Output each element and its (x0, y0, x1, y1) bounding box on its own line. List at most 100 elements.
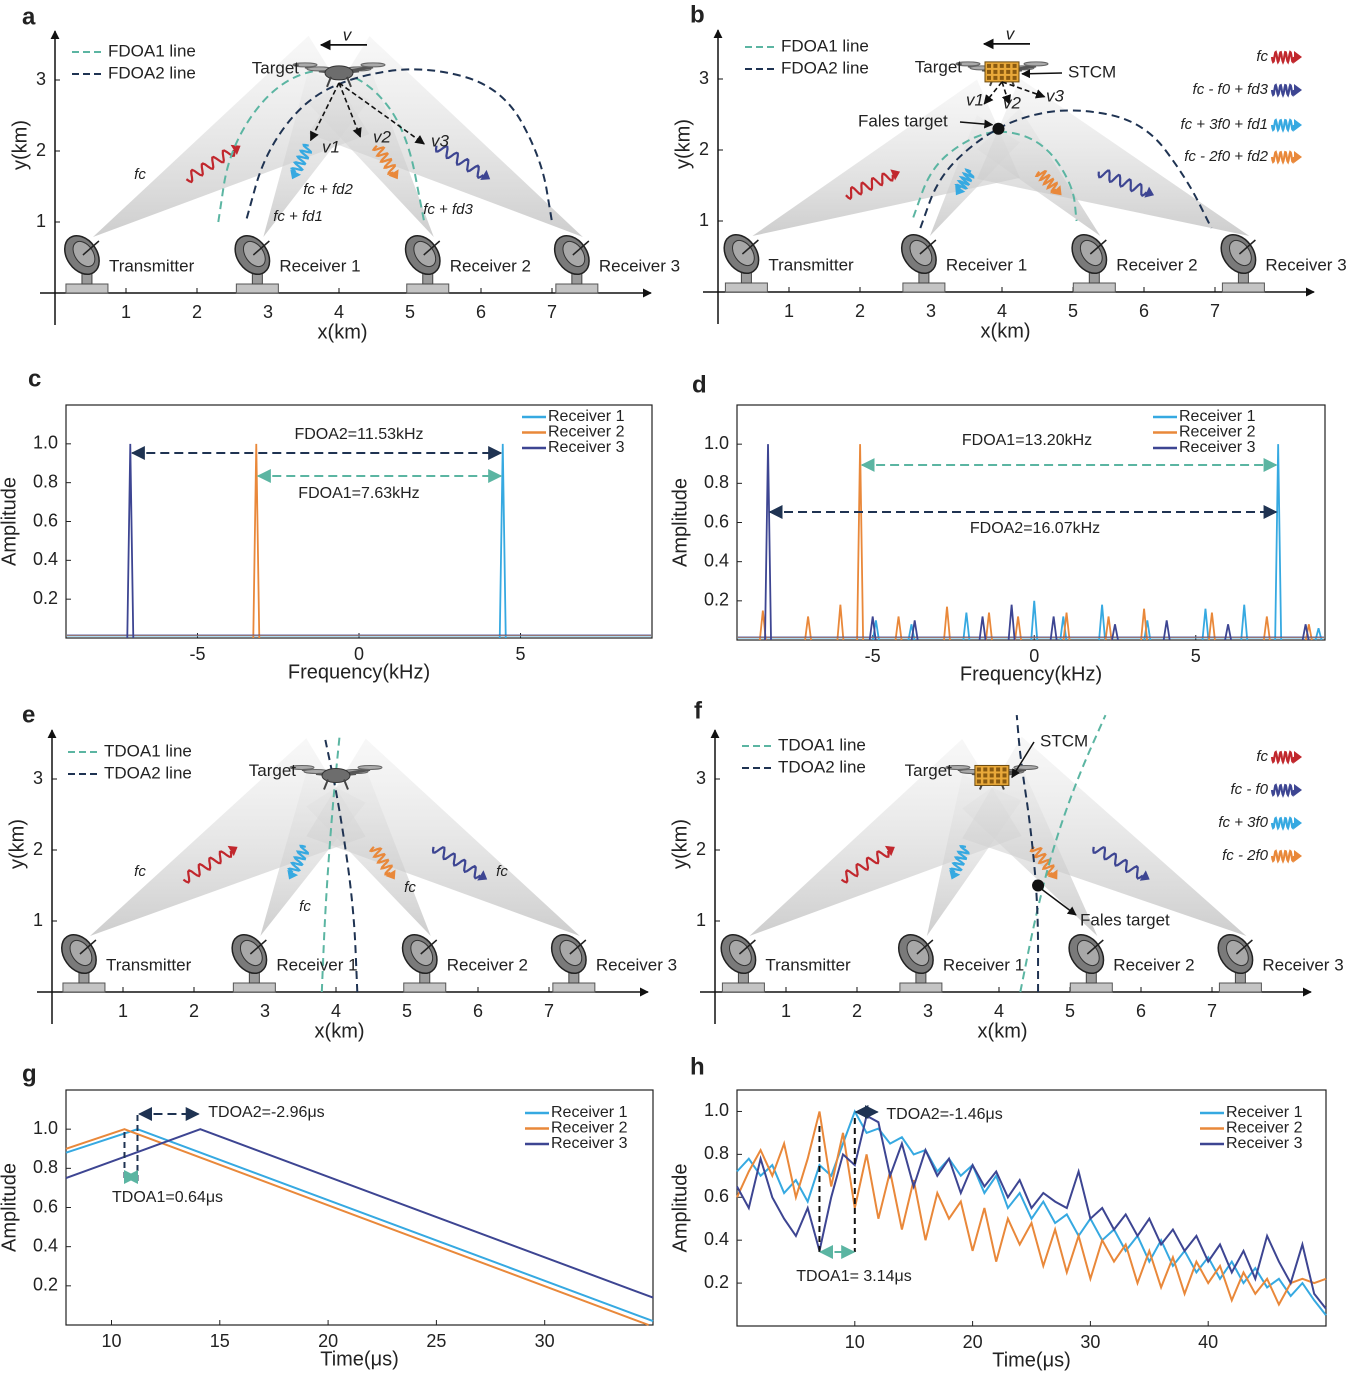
spectral-peak (764, 444, 772, 641)
signal-arrowhead (1047, 869, 1058, 880)
y-tick-label: 0.2 (704, 590, 729, 610)
signal (431, 846, 488, 881)
station-label: Receiver 2 (450, 256, 531, 275)
velocity-component-label: v1 (322, 137, 340, 156)
signal (954, 168, 975, 196)
signal (182, 845, 238, 884)
signal (185, 144, 241, 184)
y-tick-label: 0.8 (704, 1143, 729, 1163)
x-tick-label: 2 (852, 1001, 862, 1021)
false-target-dot (992, 122, 1005, 135)
signal (290, 143, 312, 180)
signal-wave (954, 168, 975, 190)
antenna-base (62, 982, 106, 993)
fdoa2-curve (245, 68, 553, 223)
x-tick-label: 1 (118, 1001, 128, 1021)
spectral-peak (1049, 616, 1058, 641)
false-target-label: Fales target (1080, 910, 1170, 929)
legend-label: Receiver 2 (551, 1120, 628, 1137)
y-tick-label: 0.4 (33, 1235, 58, 1255)
fdoa1-curve (217, 69, 426, 223)
station-label: Receiver 2 (447, 955, 528, 974)
legend-label: Receiver 3 (548, 439, 625, 456)
antenna-icon (897, 934, 943, 993)
signal-wave (1034, 170, 1058, 194)
drone-rotor (289, 764, 315, 770)
stcm-cell (987, 63, 991, 68)
x-tick-label: 4 (334, 302, 344, 322)
signal (1092, 846, 1150, 881)
signal-key-wave (1270, 150, 1302, 165)
x-tick-label: 1 (784, 301, 794, 321)
station-label: Receiver 3 (1265, 255, 1346, 274)
y-tick-label: 2 (36, 140, 46, 160)
station-label: Transmitter (109, 256, 195, 275)
signal-key-label: fc - f0 + fd3 (1193, 81, 1269, 98)
target-label: Target (915, 57, 963, 76)
target-label: Target (249, 761, 297, 780)
x-tick-label: 10 (101, 1331, 121, 1351)
signal-wave (1097, 169, 1148, 197)
legend-label: Receiver 2 (1226, 1120, 1303, 1137)
panel-label: b (690, 1, 705, 28)
x-tick-label: 7 (1210, 301, 1220, 321)
x-tick-label: -5 (865, 646, 881, 666)
stcm-cell (976, 779, 981, 784)
stcm-cell (983, 773, 988, 778)
velocity-component-label: v1 (966, 90, 984, 109)
antenna-icon (60, 934, 106, 993)
signal-wave (1270, 816, 1296, 831)
spectral-peak (856, 444, 864, 641)
x-tick-label: 3 (923, 1001, 933, 1021)
stcm-cell (976, 767, 981, 772)
signal-wave (368, 846, 393, 876)
station-label: Receiver 1 (943, 955, 1024, 974)
x-tick-label: 15 (210, 1331, 230, 1351)
legend-label: Receiver 3 (551, 1135, 628, 1152)
stcm-label: STCM (1040, 731, 1088, 750)
signal-wave (948, 845, 970, 874)
drone-leg (346, 76, 352, 88)
y-tick-label: 0.2 (33, 1275, 58, 1295)
signal-arrowhead (949, 869, 961, 880)
x-tick-label: 3 (926, 301, 936, 321)
signal-key-wave (1270, 849, 1302, 864)
beam (306, 738, 580, 936)
x-axis-label: x(km) (318, 321, 368, 343)
stcm-cell (1006, 75, 1011, 80)
signal-wave (182, 850, 233, 884)
signal-arrowhead (1294, 84, 1302, 96)
spectral-peak (978, 616, 987, 641)
stcm-cell (1006, 63, 1011, 68)
legend-label: Receiver 3 (1226, 1135, 1303, 1152)
y-tick-label: 3 (699, 68, 709, 88)
stcm-cell (996, 767, 1001, 772)
beam (976, 78, 1250, 236)
station-label: Receiver 2 (1116, 255, 1197, 274)
beam (308, 36, 583, 237)
legend-label: TDOA1 line (104, 741, 192, 760)
spectral-peak (894, 616, 903, 641)
antenna-feed (1089, 239, 1107, 255)
x-axis-label: x(km) (978, 1020, 1028, 1042)
signal-key-label: fc + 3f0 (1218, 814, 1268, 831)
spectral-peak (1030, 600, 1039, 641)
x-tick-label: 6 (1136, 1001, 1146, 1021)
stcm-cell (989, 779, 994, 784)
spectral-peak (252, 443, 261, 639)
y-axis-label: y(km) (669, 819, 691, 869)
x-tick-label: 30 (535, 1331, 555, 1351)
x-tick-label: 6 (473, 1001, 483, 1021)
x-tick-label: 40 (1198, 1332, 1218, 1352)
x-tick-label: 25 (426, 1331, 446, 1351)
annotation-label: TDOA1= 3.14μs (796, 1268, 912, 1285)
antenna-feed (572, 240, 590, 256)
antenna-feed (249, 939, 267, 955)
velocity-component-label: v3 (1046, 86, 1065, 105)
stcm-cell (1012, 69, 1017, 74)
x-tick-label: 5 (1191, 646, 1201, 666)
y-tick-label: 0.6 (33, 510, 58, 530)
signal-wave (1270, 783, 1296, 798)
